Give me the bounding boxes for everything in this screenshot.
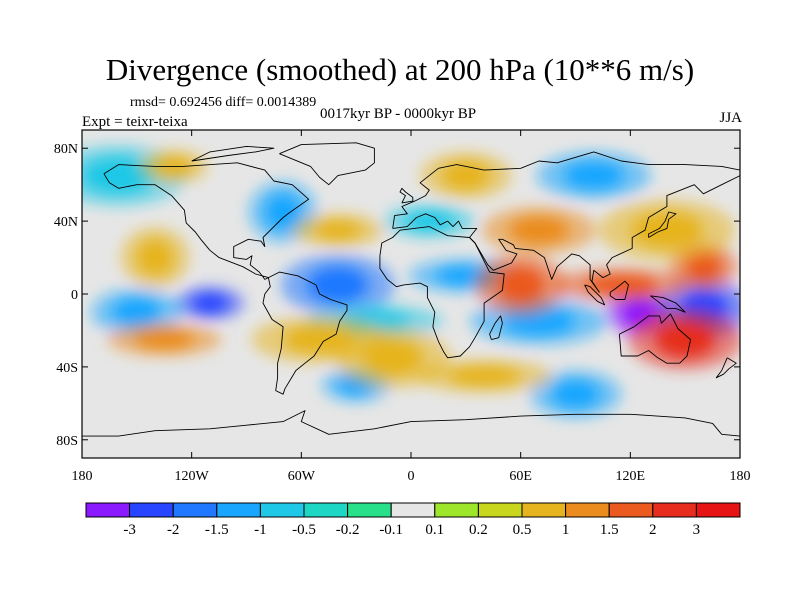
field-feature-halo xyxy=(536,151,651,200)
field-feature-halo xyxy=(420,151,512,200)
colorbar-label: 1.5 xyxy=(600,522,619,538)
y-tick-label: 80S xyxy=(56,434,78,449)
season-label: JJA xyxy=(719,110,742,126)
colorbar-label: 0.1 xyxy=(425,522,444,538)
field-feature-halo xyxy=(628,308,740,371)
divergence-field xyxy=(82,144,740,419)
field-feature-halo xyxy=(481,206,596,255)
y-tick-labels: 80N 40N 0 40S 80S xyxy=(54,142,78,449)
chart-title: Divergence (smoothed) at 200 hPa (10**6 … xyxy=(105,52,695,87)
colorbar-swatch xyxy=(390,502,436,518)
coast-madagascar xyxy=(489,315,503,341)
field-feature-halo xyxy=(120,226,190,289)
colorbar-swatch xyxy=(259,502,305,518)
coast-north-america xyxy=(103,162,310,280)
field-feature-halo xyxy=(292,213,384,248)
colorbar-swatch xyxy=(216,502,261,518)
coast-antarctica xyxy=(82,410,740,437)
x-tick-label: 0 xyxy=(408,469,415,484)
colorbar-swatch xyxy=(172,502,218,518)
field-feature-halo xyxy=(280,254,395,316)
colorbar-label: -0.5 xyxy=(292,522,316,538)
colorbar-swatch xyxy=(652,502,697,518)
period-label: 0017kyr BP - 0000kyr BP xyxy=(320,106,477,122)
field-feature-halo xyxy=(107,322,222,357)
axis-ticks xyxy=(81,130,741,458)
colorbar-label: -1 xyxy=(254,522,267,538)
coast-south-america xyxy=(262,271,348,395)
coast-borneo xyxy=(609,280,629,300)
x-tick-label: 180 xyxy=(72,469,93,484)
colorbar-label: -0.2 xyxy=(336,522,360,538)
colorbar-swatch xyxy=(85,502,131,518)
x-tick-label: 180 xyxy=(730,469,751,484)
coast-sumatra xyxy=(584,284,606,306)
colorbar-swatch xyxy=(695,502,741,518)
field-feature-halo xyxy=(529,370,622,419)
colorbar-swatch xyxy=(608,502,654,518)
colorbar-label: 0.5 xyxy=(513,522,532,538)
stats-label: rmsd= 0.692456 diff= 0.0014389 xyxy=(130,95,317,110)
x-tick-labels: 180 120W 60W 0 60E 120E 180 xyxy=(72,469,751,484)
coastlines xyxy=(82,142,740,437)
colorbar-label: -3 xyxy=(123,522,136,538)
colorbar-swatch xyxy=(303,502,349,518)
field-feature-halo xyxy=(475,254,567,316)
coast-greenland xyxy=(279,142,375,186)
coast-eurasia xyxy=(392,151,740,293)
field-feature-halo xyxy=(552,267,690,302)
coast-uk xyxy=(399,187,414,204)
coast-africa xyxy=(379,226,505,359)
coast-new-guinea xyxy=(650,295,686,313)
colorbar-swatch xyxy=(477,502,523,518)
colorbar-swatch xyxy=(565,502,610,518)
x-tick-label: 60W xyxy=(288,469,316,484)
colorbar-swatch xyxy=(434,502,479,518)
experiment-label: Expt = teixr-teixa xyxy=(82,114,188,130)
colorbar-labels: -3 -2 -1.5 -1 -0.5 -0.2 -0.1 0.1 0.2 0.5 1 1.5 2 3 xyxy=(123,522,700,538)
colorbar-swatch xyxy=(347,502,392,518)
x-tick-label: 120E xyxy=(616,469,646,484)
y-tick-label: 0 xyxy=(71,288,78,303)
field-feature-halo xyxy=(175,286,245,321)
y-tick-label: 40S xyxy=(56,361,78,376)
colorbar xyxy=(85,502,741,518)
coast-arctic-islands xyxy=(191,145,275,162)
y-tick-label: 40N xyxy=(54,215,78,230)
colorbar-swatch xyxy=(521,502,567,518)
field-feature-halo xyxy=(598,199,736,261)
colorbar-swatch xyxy=(129,502,174,518)
colorbar-label: -2 xyxy=(167,522,180,538)
colorbar-label: 3 xyxy=(693,522,701,538)
colorbar-label: 2 xyxy=(649,522,657,538)
colorbar-label: -0.1 xyxy=(379,522,403,538)
x-tick-label: 120W xyxy=(175,469,210,484)
coast-japan xyxy=(648,211,677,238)
colorbar-label: -1.5 xyxy=(205,522,229,538)
colorbar-label: 1 xyxy=(562,522,570,538)
map-panel: 180 120W 60W 0 60E 120E 180 80N 40N 0 40S 80S xyxy=(54,129,751,484)
field-feature-halo xyxy=(415,359,553,393)
coast-new-zealand xyxy=(715,357,737,379)
coast-australia xyxy=(618,313,692,364)
colorbar-label: 0.2 xyxy=(469,522,488,538)
x-tick-label: 60E xyxy=(509,469,532,484)
y-tick-label: 80N xyxy=(54,142,78,157)
